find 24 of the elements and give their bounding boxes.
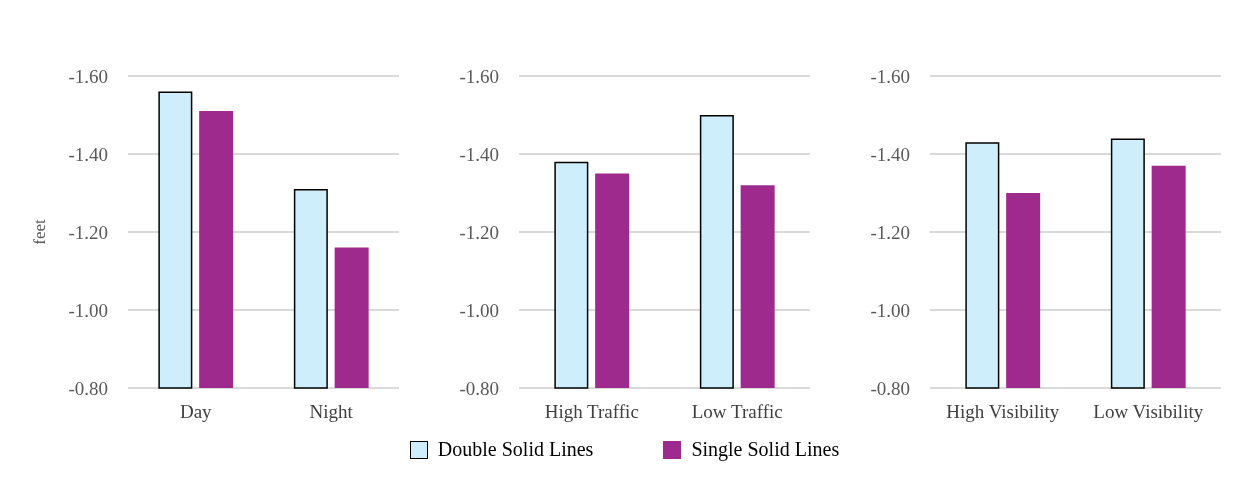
x-tick-label: High Traffic [544, 401, 639, 422]
y-tick-label: -1.00 [870, 299, 910, 321]
y-tick-label: -1.60 [870, 65, 910, 87]
y-tick-label: -1.40 [68, 143, 108, 165]
y-tick-label: -1.20 [459, 221, 499, 243]
y-tick-label: -1.00 [68, 299, 108, 321]
legend-label: Single Solid Lines [691, 438, 840, 461]
y-tick-label: -0.80 [870, 377, 910, 399]
y-tick-label: -1.40 [870, 143, 910, 165]
y-tick-label: -1.60 [459, 65, 499, 87]
y-tick-label: -1.20 [870, 221, 910, 243]
y-axis-title: feet [30, 218, 49, 245]
x-tick-label: Low Visibility [1093, 401, 1204, 422]
y-tick-label: -1.20 [68, 221, 108, 243]
x-tick-label: Day [179, 401, 213, 422]
x-tick-label: High Visibility [946, 401, 1060, 422]
y-tick-label: -0.80 [68, 377, 108, 399]
y-tick-label: -0.80 [459, 377, 499, 399]
x-tick-label: Night [309, 401, 354, 422]
y-tick-label: -1.00 [459, 299, 499, 321]
y-tick-label: -1.40 [459, 143, 499, 165]
y-tick-label: -1.60 [68, 65, 108, 87]
x-tick-label: Low Traffic [691, 401, 783, 422]
legend-label: Double Solid Lines [437, 438, 594, 461]
